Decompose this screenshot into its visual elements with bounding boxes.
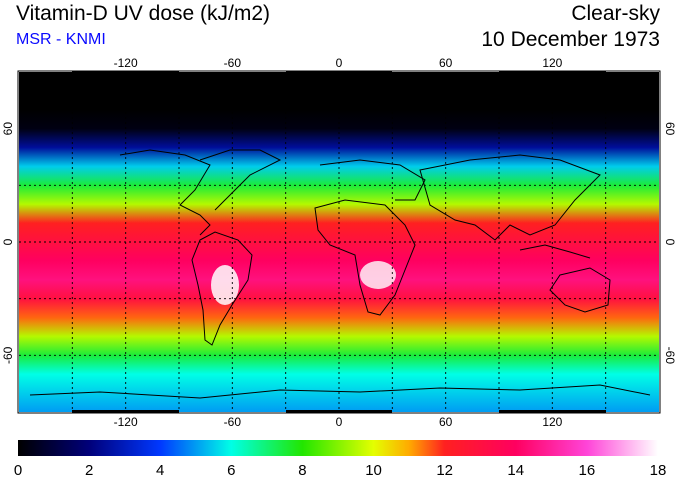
coast-antarctica [29, 384, 651, 399]
colorbar-tick-label: 12 [436, 462, 453, 479]
coast-asia [419, 154, 601, 241]
lon-tick-label-top: 0 [336, 56, 343, 70]
lon-tick-label-top: 60 [439, 56, 453, 70]
hotspot-africa [360, 261, 396, 289]
colorbar-tick-label: 6 [227, 462, 235, 479]
lat-tick-label-right: 60 [663, 122, 677, 136]
lat-tick-label-left: 60 [1, 122, 15, 136]
colorbar-tick-label: 16 [579, 462, 596, 479]
colorbar-tick-label: 10 [365, 462, 382, 479]
coast-greenland-canada [199, 149, 282, 211]
lon-tick-label-bottom: 60 [439, 415, 453, 429]
colorbar-ticks: 0 2 4 6 8 10 12 14 16 18 [14, 462, 667, 479]
lat-ticks-right: 60 0 -60 [663, 122, 677, 364]
lon-tick-label-bottom: -120 [114, 415, 138, 429]
sky-condition: Clear-sky [571, 2, 660, 25]
colorbar-tick-label: 14 [507, 462, 524, 479]
lon-tick-label-bottom: -60 [224, 415, 242, 429]
hotspot-south-america [211, 265, 239, 305]
frame-scale-bars [72, 71, 606, 413]
colorbar: 0 2 4 6 8 10 12 14 16 18 [14, 440, 667, 479]
lat-tick-label-left: 0 [1, 238, 15, 245]
lon-tick-label-bottom: 120 [542, 415, 562, 429]
map-title: Vitamin-D UV dose (kJ/m2) [16, 2, 271, 25]
lon-tick-label-top: -60 [224, 56, 242, 70]
lat-ticks-left: 60 0 -60 [1, 122, 15, 364]
coast-europe [319, 159, 426, 201]
colorbar-tick-label: 2 [85, 462, 93, 479]
lat-tick-label-left: -60 [1, 346, 15, 364]
lon-tick-label-top: -120 [114, 56, 138, 70]
colorbar-tick-label: 4 [156, 462, 164, 479]
graticule [19, 72, 659, 412]
colorbar-tick-label: 0 [14, 462, 22, 479]
coast-south-america [191, 231, 253, 346]
coast-africa [314, 199, 416, 316]
colorbar-tick-label: 8 [298, 462, 306, 479]
lon-ticks-top: -120 -60 0 60 120 [114, 56, 563, 70]
coast-indonesia [519, 244, 591, 259]
lat-tick-label-right: 0 [663, 239, 677, 246]
lon-tick-label-bottom: 0 [336, 415, 343, 429]
lon-tick-label-top: 120 [542, 56, 562, 70]
coast-north-america [119, 149, 211, 236]
map-source: MSR - KNMI [16, 31, 106, 48]
map-field [19, 72, 659, 412]
colorbar-tick-label: 18 [650, 462, 667, 479]
coastlines [29, 149, 651, 399]
map-date: 10 December 1973 [481, 28, 660, 51]
lat-tick-label-right: -60 [663, 347, 677, 365]
colorbar-ramp [18, 440, 658, 456]
lon-ticks-bottom: -120 -60 0 60 120 [114, 415, 563, 429]
